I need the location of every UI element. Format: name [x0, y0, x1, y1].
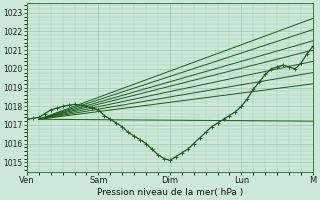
X-axis label: Pression niveau de la mer( hPa ): Pression niveau de la mer( hPa )	[97, 188, 243, 197]
